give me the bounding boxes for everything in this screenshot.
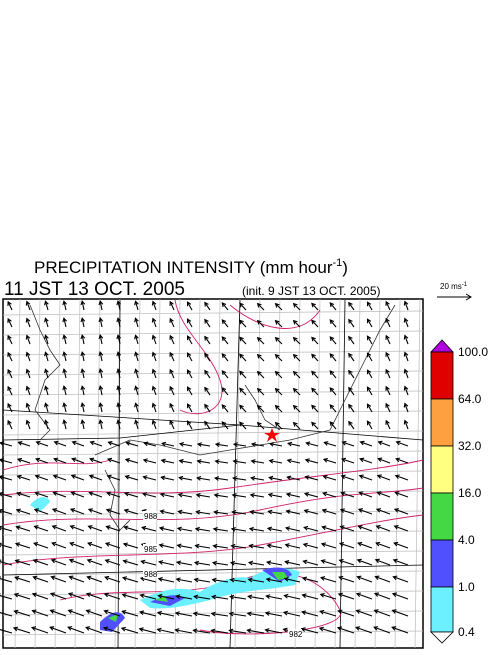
title: PRECIPITATION INTENSITY (mm hour-1) — [34, 257, 348, 277]
title-end: ) — [342, 258, 348, 277]
title-sup: -1 — [332, 257, 342, 269]
valid-time: 11 JST 13 OCT. 2005 — [4, 279, 185, 300]
colorbar-label: 1.0 — [458, 580, 475, 594]
vector-key-arrow — [437, 294, 471, 300]
colorbar-label: 64.0 — [458, 392, 482, 406]
colorbar-band — [431, 446, 453, 493]
title-text: PRECIPITATION INTENSITY (mm hour — [34, 258, 333, 277]
vector-key-sup: -1 — [462, 282, 468, 288]
vector-key-label: 20 ms-1 — [440, 282, 468, 291]
isobar-label: 982 — [289, 630, 303, 639]
isobar-label: 988 — [144, 512, 158, 521]
map: 988 985 988 982 — [0, 299, 423, 648]
colorbar-label: 4.0 — [458, 533, 475, 547]
isobar-label: 988 — [144, 570, 158, 579]
colorbar-band — [431, 540, 453, 587]
colorbar-band — [431, 493, 453, 540]
vector-key-text: 20 ms — [440, 282, 462, 291]
colorbar — [431, 340, 453, 643]
colorbar-label: 32.0 — [458, 439, 482, 453]
init-time: (init. 9 JST 13 OCT. 2005) — [242, 284, 381, 298]
colorbar-band — [431, 399, 453, 446]
colorbar-over — [431, 340, 453, 352]
colorbar-band — [431, 352, 453, 399]
colorbar-under — [431, 632, 453, 643]
colorbar-band — [431, 587, 453, 632]
colorbar-label: 100.0 — [458, 345, 488, 359]
colorbar-label: 16.0 — [458, 486, 482, 500]
colorbar-labels: 100.0 64.0 32.0 16.0 4.0 1.0 0.4 — [458, 345, 488, 639]
isobar-label: 985 — [144, 545, 158, 554]
colorbar-label: 0.4 — [458, 625, 475, 639]
